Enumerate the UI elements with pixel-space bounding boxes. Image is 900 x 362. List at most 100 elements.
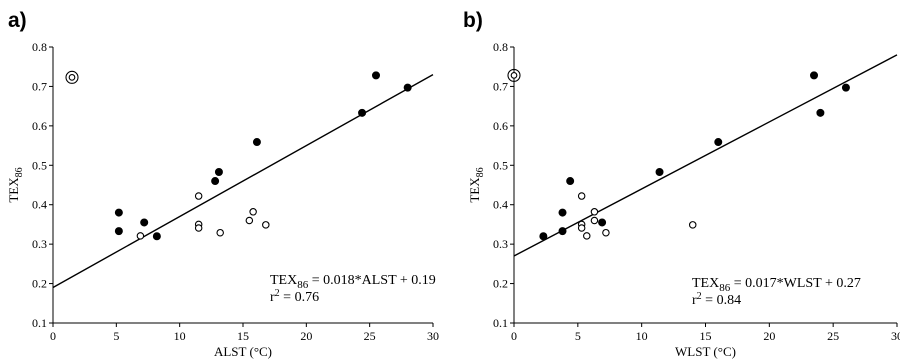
data-point-open-b <box>688 221 697 229</box>
x-tick-label-b: 10 <box>636 329 648 343</box>
chart-panel-b: b) 0 5 10 15 20 25 30 0.1 0.2 0.3 0.4 0.5 0.6 0.7 0.8 WL… <box>455 0 900 362</box>
y-tick-label-b: 0.1 <box>493 316 508 330</box>
data-point-open-a <box>249 208 257 216</box>
x-tick-label-a: 20 <box>300 329 312 343</box>
equation-lhs-b: TEX <box>692 276 719 291</box>
panel-label-b: b) <box>463 9 483 32</box>
y-tick-label-b: 0.3 <box>493 237 508 251</box>
data-point-filled-b <box>558 227 567 236</box>
data-point-filled-a <box>114 227 123 236</box>
y-tick-label-a: 0.3 <box>32 237 47 251</box>
y-tick-label-b: 0.8 <box>493 40 508 54</box>
panel-label-a: a) <box>8 9 27 32</box>
x-tick-label-a: 0 <box>50 329 56 343</box>
x-axis-label-a: ALST (°C) <box>214 344 272 359</box>
chart-panel-a: a) 0 5 10 15 20 25 30 0.1 0.2 0.3 0.4 0.5 0.6 0.7 0.8 AL… <box>6 9 439 359</box>
y-tick-label-a: 0.4 <box>32 198 47 212</box>
y-axis-label-a: TEX86 <box>6 167 25 202</box>
r-squared-value-b: = 0.84 <box>702 293 741 308</box>
data-point-open-b <box>590 208 599 216</box>
data-point-filled-a <box>403 83 412 92</box>
y-axis-label-main-b: TEX <box>467 177 482 203</box>
equation-rhs-a: = 0.018*ALST + 0.19 <box>308 273 436 288</box>
chart-a-svg: a) 0 5 10 15 20 25 30 0.1 0.2 0.3 0.4 0.5 0.6 0.7 0.8 AL… <box>6 9 439 359</box>
r-squared-prefix-a: r <box>270 290 275 305</box>
y-axis-label-b: TEX86 <box>467 167 486 202</box>
y-axis-label-sub-b: 86 <box>475 167 486 177</box>
y-axis-label-sub-a: 86 <box>14 167 25 177</box>
data-point-open-b <box>577 224 586 232</box>
x-tick-label-b: 5 <box>575 329 581 343</box>
data-point-open-a <box>262 221 270 229</box>
data-point-filled-a <box>358 108 367 117</box>
regression-line-a <box>52 73 434 289</box>
data-point-filled-a <box>214 167 223 176</box>
x-tick-label-a: 5 <box>113 329 119 343</box>
data-point-filled-b <box>566 177 575 186</box>
chart-b-svg: b) 0 5 10 15 20 25 30 0.1 0.2 0.3 0.4 0.5 0.6 0.7 0.8 WL… <box>463 9 900 359</box>
y-tick-label-b: 0.2 <box>493 277 508 291</box>
x-tick-label-a: 30 <box>427 329 439 343</box>
data-point-filled-a <box>114 208 123 217</box>
data-point-filled-b <box>816 108 825 117</box>
x-tick-label-a: 15 <box>237 329 249 343</box>
y-tick-label-b: 0.5 <box>493 158 508 172</box>
data-point-outlier-a <box>68 74 76 81</box>
y-tick-label-b: 0.7 <box>493 79 508 93</box>
r-squared-a: r2 = 0.76 <box>270 288 319 305</box>
x-tick-label-b: 20 <box>763 329 775 343</box>
data-point-open-b <box>590 216 599 225</box>
data-point-open-b <box>577 192 586 200</box>
data-point-filled-b <box>539 232 548 241</box>
r-squared-sup-a: 2 <box>275 288 280 299</box>
data-point-filled-a <box>371 71 380 80</box>
equation-lhs-sub-a: 86 <box>297 279 309 291</box>
y-tick-label-a: 0.8 <box>32 40 47 54</box>
y-tick-label-a: 0.7 <box>32 79 47 93</box>
data-point-filled-a <box>252 138 261 147</box>
data-point-outlier-ring-b <box>507 68 521 82</box>
y-tick-label-a: 0.1 <box>32 316 47 330</box>
x-axis-label-b: WLST (°C) <box>675 344 736 359</box>
y-tick-label-a: 0.2 <box>32 277 47 291</box>
x-tick-label-b: 0 <box>511 329 517 343</box>
equation-rhs-b: = 0.017*WLST + 0.27 <box>730 276 861 291</box>
y-tick-label-a: 0.6 <box>32 119 47 133</box>
x-tick-label-b: 25 <box>827 329 839 343</box>
data-point-filled-b <box>810 71 819 80</box>
data-point-filled-b <box>841 83 850 92</box>
y-axis-label-main-a: TEX <box>6 177 21 203</box>
r-squared-value-a: = 0.76 <box>280 290 319 305</box>
data-point-outlier-ring-a <box>65 70 79 84</box>
y-tick-label-a: 0.5 <box>32 158 47 172</box>
data-point-filled-b <box>558 208 567 217</box>
data-point-filled-b <box>714 138 723 147</box>
r-squared-b: r2 = 0.84 <box>692 291 741 308</box>
r-squared-sup-b: 2 <box>697 291 702 302</box>
y-tick-label-b: 0.4 <box>493 198 508 212</box>
data-point-open-a <box>136 232 145 240</box>
equation-lhs-sub-b: 86 <box>719 282 731 294</box>
r-squared-prefix-b: r <box>692 293 697 308</box>
equation-lhs-a: TEX <box>270 273 297 288</box>
data-point-open-b <box>583 232 591 240</box>
data-point-open-a <box>216 228 224 237</box>
data-point-filled-a <box>211 177 220 186</box>
regression-equation-b: TEX86 = 0.017*WLST + 0.27 <box>692 276 861 294</box>
x-tick-label-a: 25 <box>364 329 376 343</box>
regression-equation-a: TEX86 = 0.018*ALST + 0.19 <box>270 273 436 291</box>
data-point-open-a <box>245 216 254 225</box>
data-point-outlier-b <box>510 72 518 79</box>
x-tick-label-b: 15 <box>700 329 712 343</box>
data-point-filled-a <box>152 232 161 241</box>
data-point-open-b <box>602 228 610 237</box>
x-tick-label-a: 10 <box>174 329 186 343</box>
data-point-open-a <box>194 192 203 200</box>
data-point-open-a <box>194 224 203 232</box>
data-point-filled-b <box>655 167 664 176</box>
y-tick-label-b: 0.6 <box>493 119 508 133</box>
data-point-filled-a <box>140 218 149 227</box>
x-tick-label-b: 30 <box>891 329 900 343</box>
data-point-filled-b <box>598 218 607 227</box>
regression-line-b <box>513 54 898 257</box>
